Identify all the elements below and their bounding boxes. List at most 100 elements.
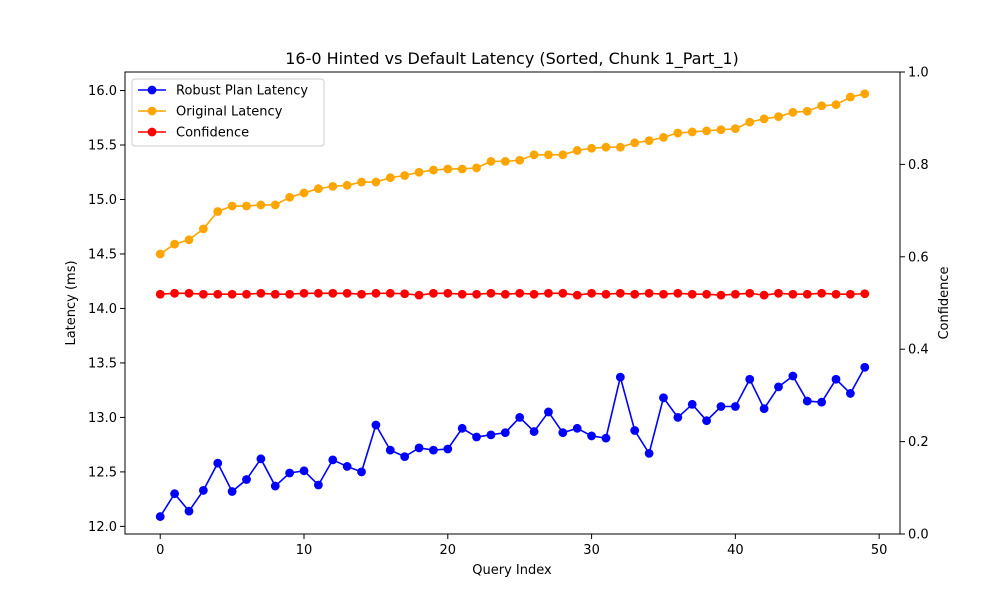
data-point — [313, 288, 323, 298]
data-point — [472, 289, 481, 299]
data-point — [385, 445, 395, 455]
y-tick-label: 15.0 — [88, 193, 117, 208]
data-point — [184, 288, 194, 298]
data-point — [659, 289, 668, 299]
data-point — [702, 126, 712, 136]
data-point — [256, 200, 266, 210]
data-point — [774, 112, 783, 122]
data-point — [429, 445, 438, 455]
data-point — [500, 428, 510, 438]
data-point — [342, 462, 352, 471]
chart-title: 16-0 Hinted vs Default Latency (Sorted, … — [285, 49, 738, 69]
data-point — [342, 288, 352, 298]
data-point — [155, 249, 165, 259]
data-point — [730, 289, 740, 299]
data-point — [802, 289, 812, 299]
data-point — [328, 288, 338, 298]
data-point — [270, 481, 280, 491]
data-point — [587, 288, 596, 298]
data-point — [313, 184, 323, 193]
y-tick-label: 14.0 — [88, 302, 117, 317]
data-point — [385, 173, 395, 183]
series-confidence — [155, 288, 870, 300]
data-point — [400, 452, 410, 462]
legend-item: Confidence — [138, 126, 249, 141]
data-point — [630, 426, 640, 435]
data-point — [429, 165, 438, 175]
data-point — [328, 455, 338, 465]
y-axis-right: 0.0 0.2 0.4 0.6 0.8 1.0 — [900, 66, 929, 543]
data-point — [716, 402, 726, 411]
data-point — [572, 423, 582, 433]
legend-item: Original Latency — [138, 105, 283, 120]
data-point — [817, 397, 827, 407]
data-point — [716, 290, 726, 300]
data-point — [357, 467, 366, 477]
data-point — [371, 288, 381, 298]
data-point — [687, 289, 697, 299]
legend-label: Original Latency — [176, 105, 283, 120]
legend-swatch-marker — [147, 127, 157, 137]
data-point — [831, 100, 841, 110]
data-point — [529, 289, 539, 299]
data-point — [644, 136, 654, 146]
data-point — [860, 89, 870, 99]
data-point — [213, 289, 223, 299]
data-point — [544, 288, 553, 298]
y-tick-label: 15.5 — [88, 139, 117, 154]
y2-tick-label: 0.6 — [908, 250, 929, 265]
data-point — [745, 288, 755, 298]
data-point — [802, 106, 812, 116]
data-point — [443, 444, 453, 454]
y-tick-label: 16.0 — [88, 84, 117, 99]
y2-axis-title: Confidence — [937, 266, 952, 339]
x-tick-label: 20 — [440, 543, 457, 558]
data-point — [285, 468, 295, 478]
y-tick-label: 13.0 — [88, 411, 117, 426]
data-point — [515, 413, 525, 422]
data-point — [342, 180, 352, 190]
data-point — [659, 393, 668, 403]
data-point — [285, 192, 295, 202]
y2-tick-label: 1.0 — [908, 66, 929, 81]
data-point — [673, 288, 683, 298]
data-point — [788, 107, 798, 117]
data-point — [500, 289, 510, 299]
data-point — [860, 362, 870, 372]
y-tick-label: 14.5 — [88, 247, 117, 262]
data-point — [745, 374, 755, 384]
data-point — [615, 142, 625, 152]
data-point — [242, 201, 251, 211]
legend-label: Robust Plan Latency — [176, 84, 308, 99]
data-point — [817, 101, 827, 111]
data-point — [457, 164, 467, 174]
data-point — [759, 290, 769, 300]
data-point — [213, 207, 223, 216]
plot-area — [155, 89, 870, 521]
data-point — [745, 117, 755, 127]
data-point — [644, 288, 654, 298]
data-point — [170, 489, 180, 499]
data-point — [687, 127, 697, 137]
y-axis-left: 12.0 12.5 13.0 13.5 14.0 14.5 15.0 15.5 16.0 — [88, 84, 125, 535]
x-axis: 0 10 20 30 40 50 — [156, 534, 887, 558]
data-point — [788, 371, 798, 381]
data-point — [759, 404, 769, 414]
data-point — [515, 288, 525, 298]
data-point — [213, 458, 223, 468]
y2-tick-label: 0.2 — [908, 435, 929, 450]
plot-frame — [124, 71, 901, 535]
data-point — [270, 200, 280, 210]
data-point — [299, 466, 309, 476]
data-point — [558, 288, 568, 298]
data-point — [500, 156, 510, 166]
data-point — [299, 288, 309, 298]
data-point — [529, 150, 539, 160]
data-point — [472, 163, 481, 173]
data-point — [227, 201, 237, 211]
data-point — [860, 289, 870, 299]
data-point — [457, 423, 467, 433]
data-point — [414, 443, 424, 453]
data-point — [601, 433, 611, 443]
data-point — [630, 289, 640, 299]
